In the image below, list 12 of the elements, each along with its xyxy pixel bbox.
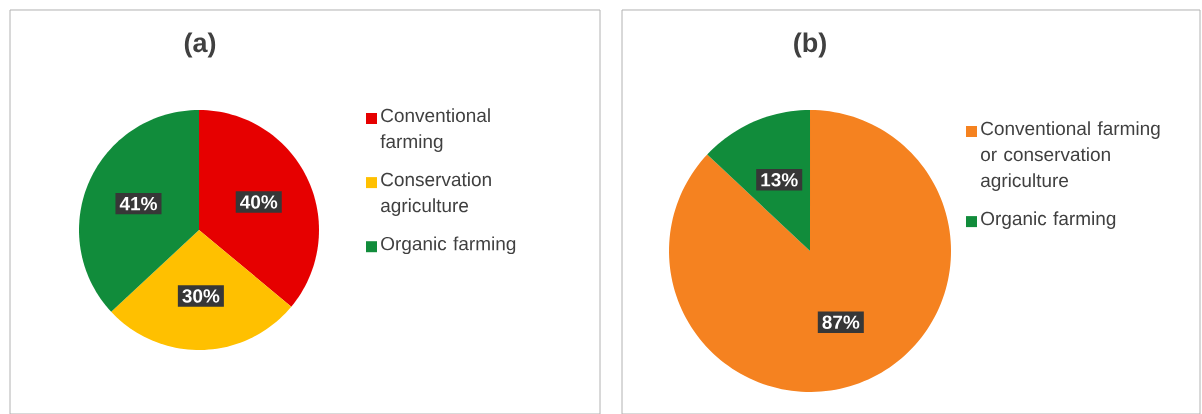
data-label: 87% <box>822 315 860 329</box>
chart-title: (b) <box>794 32 826 58</box>
chart-title: (a) <box>184 32 216 58</box>
data-label: 13% <box>761 172 798 187</box>
data-label: 41% <box>119 196 157 211</box>
legend-label: Conventional farming <box>380 107 490 152</box>
legend-label: Organic farming <box>981 211 1116 229</box>
data-label: 40% <box>240 194 278 209</box>
legend-label: Conventional farming or conservation agriculture <box>981 120 1160 191</box>
legend-label: Conservation agriculture <box>381 172 491 216</box>
data-label: 30% <box>182 288 220 303</box>
legend-label: Organic farming <box>381 236 516 254</box>
